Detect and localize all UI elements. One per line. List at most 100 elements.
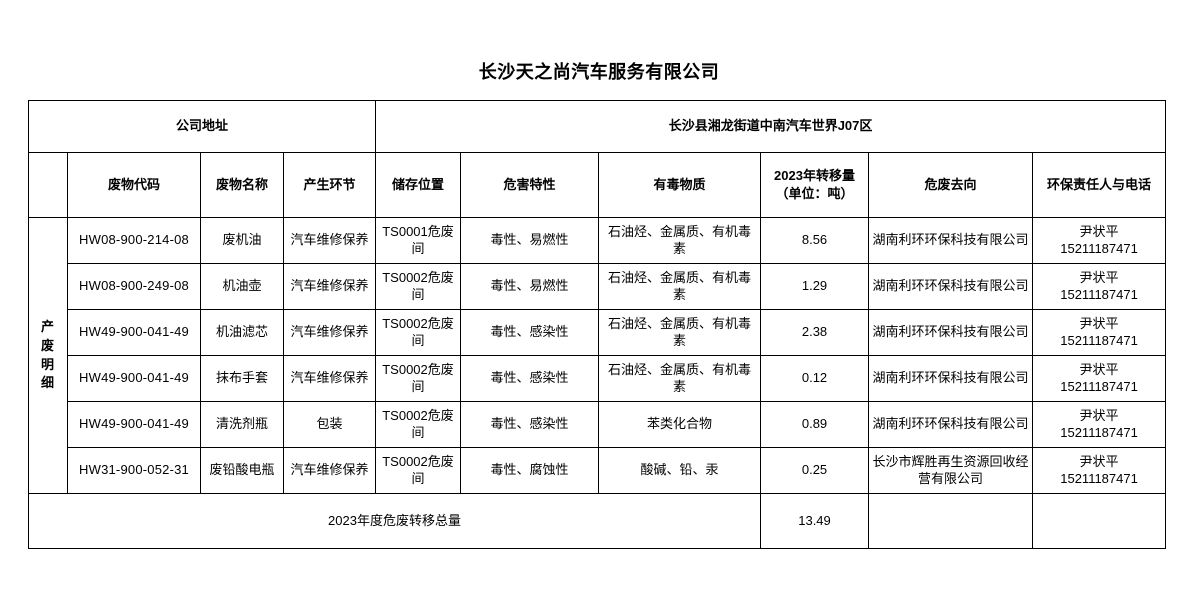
cell-waste-destination: 湖南利环环保科技有限公司: [868, 217, 1034, 264]
cell-generation-link: 包装: [282, 401, 377, 448]
company-address-label: 公司地址: [27, 100, 377, 153]
cell-storage-location: TS0002危废间: [375, 263, 462, 310]
header-waste-name: 废物名称: [200, 152, 284, 218]
person-phone: 15211187471: [1060, 470, 1138, 486]
cell-transfer-amount: 0.12: [760, 355, 870, 402]
header-waste-code: 废物代码: [67, 152, 201, 218]
person-name: 尹状平: [1079, 224, 1119, 240]
cell-waste-code: HW49-900-041-49: [67, 355, 201, 402]
cell-waste-destination: 长沙市辉胜再生资源回收经营有限公司: [868, 447, 1034, 494]
cell-responsible-person: 尹状平 15211187471: [1032, 263, 1167, 310]
cell-waste-code: HW08-900-249-08: [67, 263, 201, 310]
cell-toxic-substance: 石油烃、金属质、有机毒素: [598, 263, 762, 310]
cell-waste-name: 机油滤芯: [200, 309, 284, 356]
vertical-label-char: 细: [40, 375, 55, 391]
cell-generation-link: 汽车维修保养: [282, 309, 377, 356]
cell-transfer-amount: 1.29: [760, 263, 870, 310]
cell-toxic-substance: 酸碱、铅、汞: [598, 447, 762, 494]
cell-hazard-property: 毒性、腐蚀性: [460, 447, 600, 494]
company-address-value: 长沙县湘龙街道中南汽车世界J07区: [375, 100, 1167, 153]
cell-storage-location: TS0002危废间: [375, 309, 462, 356]
total-row: 2023年度危废转移总量 13.49: [27, 493, 1167, 549]
header-transfer-amount-line2: （单位：吨）: [775, 186, 854, 201]
cell-transfer-amount: 2.38: [760, 309, 870, 356]
cell-waste-code: HW31-900-052-31: [67, 447, 201, 494]
person-phone: 15211187471: [1060, 424, 1138, 440]
cell-waste-code: HW08-900-214-08: [67, 217, 201, 264]
cell-storage-location: TS0002危废间: [375, 401, 462, 448]
table-row: 产 废 明 细 HW08-900-214-08 废机油 汽车维修保养 TS000…: [28, 217, 1167, 494]
vertical-label-char: 废: [40, 337, 55, 353]
person-name: 尹状平: [1079, 408, 1119, 424]
header-corner-blank: [28, 152, 68, 218]
cell-storage-location: TS0002危废间: [375, 355, 462, 402]
cell-responsible-person: 尹状平 15211187471: [1032, 401, 1167, 448]
person-phone: 15211187471: [1060, 286, 1138, 302]
cell-waste-name: 机油壶: [200, 263, 284, 310]
cell-toxic-substance: 石油烃、金属质、有机毒素: [598, 309, 762, 356]
header-hazard-property: 危害特性: [460, 152, 600, 218]
header-toxic-substance: 有毒物质: [598, 152, 762, 218]
cell-hazard-property: 毒性、易燃性: [460, 217, 600, 264]
table-row: HW49-900-041-49 抹布手套 汽车维修保养 TS0002危废间 毒性…: [29, 355, 1167, 402]
vertical-label-char: 明: [40, 356, 55, 372]
total-value: 13.49: [760, 493, 870, 549]
cell-storage-location: TS0002危废间: [375, 447, 462, 494]
cell-generation-link: 汽车维修保养: [282, 447, 377, 494]
cell-responsible-person: 尹状平 15211187471: [1032, 355, 1167, 402]
cell-toxic-substance: 石油烃、金属质、有机毒素: [598, 217, 762, 264]
cell-waste-destination: 湖南利环环保科技有限公司: [868, 263, 1034, 310]
cell-waste-destination: 湖南利环环保科技有限公司: [868, 401, 1034, 448]
header-storage-location: 储存位置: [375, 152, 462, 218]
header-responsible-person: 环保责任人与电话: [1032, 152, 1167, 218]
cell-waste-code: HW49-900-041-49: [67, 401, 201, 448]
cell-transfer-amount: 0.89: [760, 401, 870, 448]
cell-responsible-person: 尹状平 15211187471: [1032, 309, 1167, 356]
person-phone: 15211187471: [1060, 378, 1138, 394]
cell-storage-location: TS0001危废间: [375, 217, 462, 264]
vertical-label-char: 产: [40, 318, 55, 334]
table-row: HW08-900-249-08 机油壶 汽车维修保养 TS0002危废间 毒性、…: [29, 263, 1167, 310]
header-waste-destination: 危废去向: [868, 152, 1034, 218]
cell-waste-code: HW49-900-041-49: [67, 309, 201, 356]
cell-toxic-substance: 苯类化合物: [598, 401, 762, 448]
address-row: 公司地址 长沙县湘龙街道中南汽车世界J07区: [27, 100, 1167, 153]
cell-generation-link: 汽车维修保养: [282, 355, 377, 402]
cell-transfer-amount: 0.25: [760, 447, 870, 494]
header-transfer-amount: 2023年转移量 （单位：吨）: [760, 152, 870, 218]
person-phone: 15211187471: [1060, 240, 1138, 256]
total-label: 2023年度危废转移总量: [27, 493, 762, 549]
cell-hazard-property: 毒性、感染性: [460, 401, 600, 448]
cell-toxic-substance: 石油烃、金属质、有机毒素: [598, 355, 762, 402]
cell-waste-name: 废机油: [200, 217, 284, 264]
section-vertical-label-stack: 产 废 明 细: [32, 318, 64, 393]
cell-responsible-person: 尹状平 15211187471: [1032, 447, 1167, 494]
cell-generation-link: 汽车维修保养: [282, 217, 377, 264]
header-generation-link: 产生环节: [282, 152, 377, 218]
cell-waste-name: 废铅酸电瓶: [200, 447, 284, 494]
cell-transfer-amount: 8.56: [760, 217, 870, 264]
cell-hazard-property: 毒性、感染性: [460, 309, 600, 356]
person-name: 尹状平: [1079, 454, 1119, 470]
cell-generation-link: 汽车维修保养: [282, 263, 377, 310]
cell-waste-destination: 湖南利环环保科技有限公司: [868, 355, 1034, 402]
total-destination-blank: [868, 493, 1034, 549]
person-name: 尹状平: [1079, 270, 1119, 286]
table-row: HW31-900-052-31 废铅酸电瓶 汽车维修保养 TS0002危废间 毒…: [29, 447, 1167, 494]
page-title: 长沙天之尚汽车服务有限公司: [478, 62, 720, 82]
cell-waste-destination: 湖南利环环保科技有限公司: [868, 309, 1034, 356]
cell-hazard-property: 毒性、易燃性: [460, 263, 600, 310]
hazardous-waste-table: 公司地址 长沙县湘龙街道中南汽车世界J07区 废物代码 废物名称 产生环节 储存…: [27, 100, 1167, 549]
table-row: HW49-900-041-49 清洗剂瓶 包装 TS0002危废间 毒性、感染性…: [29, 401, 1167, 448]
header-transfer-amount-line1: 2023年转移量: [774, 168, 855, 184]
cell-hazard-property: 毒性、感染性: [460, 355, 600, 402]
cell-responsible-person: 尹状平 15211187471: [1032, 217, 1167, 264]
person-name: 尹状平: [1079, 316, 1119, 332]
cell-waste-name: 抹布手套: [200, 355, 284, 402]
person-phone: 15211187471: [1060, 332, 1138, 348]
person-name: 尹状平: [1079, 362, 1119, 378]
column-header-row: 废物代码 废物名称 产生环节 储存位置 危害特性 有毒物质 2023年转移量 （…: [28, 152, 1167, 218]
total-person-blank: [1032, 493, 1167, 549]
table-row: HW49-900-041-49 机油滤芯 汽车维修保养 TS0002危废间 毒性…: [29, 309, 1167, 356]
